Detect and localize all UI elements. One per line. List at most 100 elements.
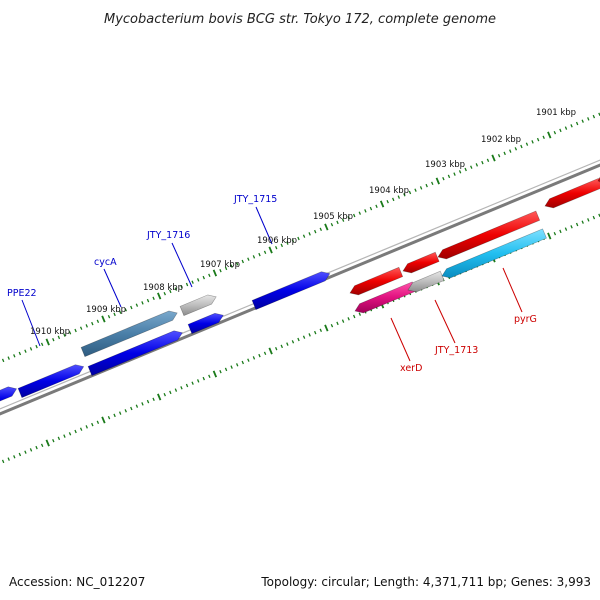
scale-label-1903-kbp: 1903 kbp — [425, 160, 465, 170]
minor-tick — [553, 130, 557, 135]
minor-tick — [252, 255, 256, 259]
gene-arrow-reverse[interactable] — [544, 178, 600, 209]
major-tick — [212, 370, 218, 378]
minor-tick — [191, 381, 194, 385]
accession-text: Accession: NC_012207 — [9, 575, 145, 589]
minor-tick — [57, 335, 61, 340]
minor-tick — [7, 356, 10, 360]
gene-layer — [0, 176, 600, 411]
minor-tick — [286, 241, 289, 245]
gene-arrow-forward[interactable] — [187, 312, 224, 334]
gene-arrow-JTY_1715[interactable] — [251, 271, 331, 310]
minor-tick — [247, 257, 250, 261]
scale-label-1907-kbp: 1907 kbp — [200, 260, 240, 270]
minor-tick — [152, 397, 155, 402]
minor-tick — [79, 427, 83, 431]
minor-tick — [169, 390, 172, 395]
minor-tick — [263, 351, 267, 356]
gene-arrow-cycA[interactable] — [80, 310, 178, 357]
gene-label-JTY_1716[interactable]: JTY_1716 — [146, 230, 190, 241]
minor-tick — [330, 323, 334, 328]
minor-tick — [146, 399, 150, 404]
minor-tick — [470, 165, 473, 169]
major-tick — [268, 347, 273, 355]
minor-tick — [107, 314, 111, 319]
minor-tick — [319, 328, 323, 333]
minor-tick — [364, 209, 367, 213]
minor-tick — [96, 319, 100, 324]
major-tick — [45, 338, 50, 346]
major-tick — [45, 439, 50, 447]
minor-tick — [191, 280, 194, 284]
minor-tick — [235, 262, 239, 266]
minor-tick — [475, 163, 479, 167]
gene-arrow-pyrG[interactable] — [441, 228, 547, 279]
minor-tick — [336, 321, 339, 326]
minor-tick — [347, 317, 350, 321]
minor-tick — [185, 282, 189, 287]
minor-tick — [308, 232, 311, 236]
gene-label-PPE22[interactable]: PPE22 — [7, 288, 37, 299]
gene-arrow-forward[interactable] — [0, 386, 18, 411]
minor-tick — [403, 193, 406, 197]
scale-label-1902-kbp: 1902 kbp — [481, 135, 521, 145]
scale-label-1909-kbp: 1909 kbp — [86, 305, 126, 315]
gene-label-cycA[interactable]: cycA — [94, 257, 117, 268]
minor-tick — [280, 243, 283, 248]
major-tick — [212, 269, 218, 277]
minor-tick — [330, 222, 334, 227]
major-tick — [547, 232, 552, 240]
gene-arrow-JTY_1713[interactable] — [407, 270, 445, 293]
minor-tick — [91, 321, 94, 326]
minor-tick — [52, 438, 55, 443]
major-tick — [547, 131, 552, 139]
gene-arrow-reverse[interactable] — [437, 210, 541, 260]
gene-arrow-forward[interactable] — [87, 330, 183, 376]
minor-tick — [74, 328, 77, 333]
minor-tick — [135, 303, 139, 307]
minor-tick — [592, 215, 596, 220]
minor-tick — [286, 342, 289, 346]
gene-arrow-JTY_1716[interactable] — [179, 294, 217, 316]
minor-tick — [291, 239, 295, 243]
minor-tick — [174, 388, 178, 392]
gene-label-JTY_1715[interactable]: JTY_1715 — [233, 194, 277, 205]
minor-tick — [208, 374, 211, 379]
minor-tick — [85, 425, 88, 429]
gene-label-JTY_1713[interactable]: JTY_1713 — [434, 345, 478, 356]
gene-label-xerD[interactable]: xerD — [400, 363, 422, 374]
minor-tick — [575, 222, 579, 227]
minor-tick — [347, 216, 350, 220]
gene-arrow-reverse[interactable] — [402, 251, 440, 274]
minor-tick — [570, 124, 573, 128]
minor-tick — [124, 308, 127, 312]
major-tick — [324, 324, 329, 332]
minor-tick — [163, 291, 166, 296]
minor-tick — [35, 344, 38, 349]
minor-tick — [280, 344, 283, 349]
minor-tick — [24, 349, 27, 353]
map-title: Mycobacterium bovis BCG str. Tokyo 172, … — [104, 12, 496, 27]
minor-tick — [63, 333, 66, 337]
minor-tick — [24, 450, 27, 454]
gene-arrow-reverse[interactable] — [349, 266, 404, 296]
scale-label-1910-kbp: 1910 kbp — [30, 327, 70, 337]
gene-label-pyrG[interactable]: pyrG — [514, 314, 537, 325]
minor-tick — [124, 409, 127, 413]
major-tick — [324, 223, 329, 231]
outer-tick-ring — [1, 112, 600, 363]
minor-tick — [263, 250, 267, 255]
minor-tick — [202, 275, 205, 280]
minor-tick — [146, 298, 150, 303]
minor-tick — [258, 252, 261, 257]
gene-arrow-forward[interactable] — [17, 364, 85, 398]
minor-tick — [224, 266, 228, 271]
minor-tick — [587, 117, 590, 121]
minor-tick — [208, 273, 211, 278]
minor-tick — [40, 443, 44, 448]
minor-tick — [442, 176, 445, 181]
minor-tick — [297, 337, 300, 342]
minor-tick — [414, 188, 417, 192]
minor-tick — [559, 128, 562, 133]
minor-tick — [447, 174, 451, 179]
